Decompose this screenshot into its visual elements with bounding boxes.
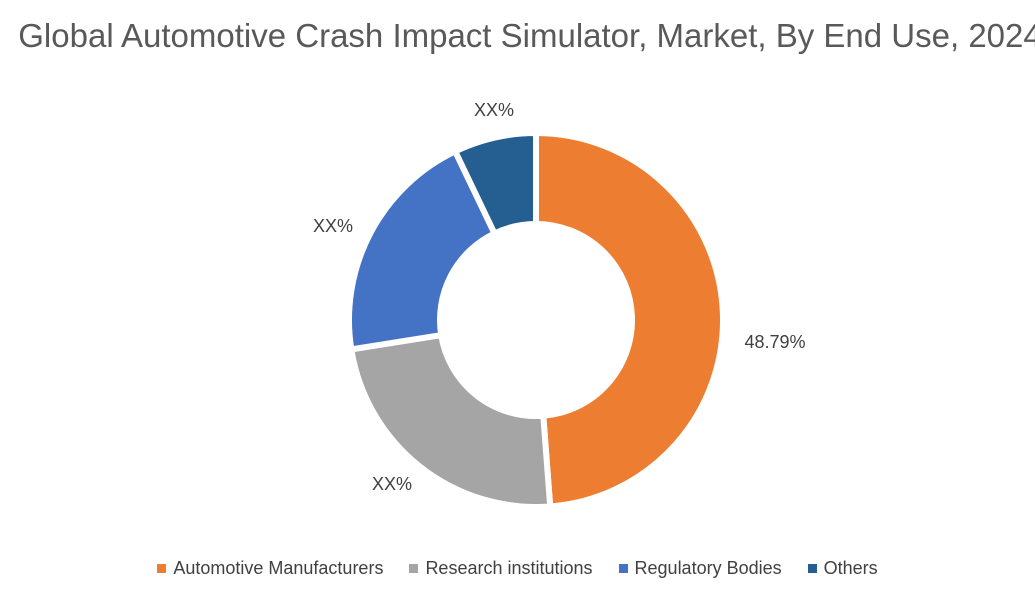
legend-label: Others [823, 558, 878, 578]
data-label: XX% [313, 216, 353, 236]
data-label: 48.79% [744, 332, 805, 352]
data-label: XX% [474, 100, 514, 120]
legend: Automotive Manufacturers Research institu… [0, 558, 1035, 579]
legend-swatch [807, 564, 817, 573]
legend-label: Automotive Manufacturers [173, 558, 384, 578]
chart-title: Global Automotive Crash Impact Simulator… [18, 17, 1035, 54]
legend-label: Research institutions [425, 558, 593, 578]
legend-label: Regulatory Bodies [634, 558, 782, 578]
legend-swatch [409, 564, 419, 573]
legend-item: Others [807, 558, 878, 579]
legend-item: Research institutions [409, 558, 593, 579]
data-label: XX% [372, 474, 412, 494]
slice-automotive-manufacturers [533, 129, 726, 510]
legend-swatch [157, 564, 167, 573]
slice-regulatory-bodies [346, 147, 499, 353]
slice-others [451, 129, 539, 238]
slice-research-institutions [347, 331, 554, 510]
legend-swatch [618, 564, 628, 573]
legend-item: Regulatory Bodies [618, 558, 782, 579]
legend-item: Automotive Manufacturers [157, 558, 383, 579]
